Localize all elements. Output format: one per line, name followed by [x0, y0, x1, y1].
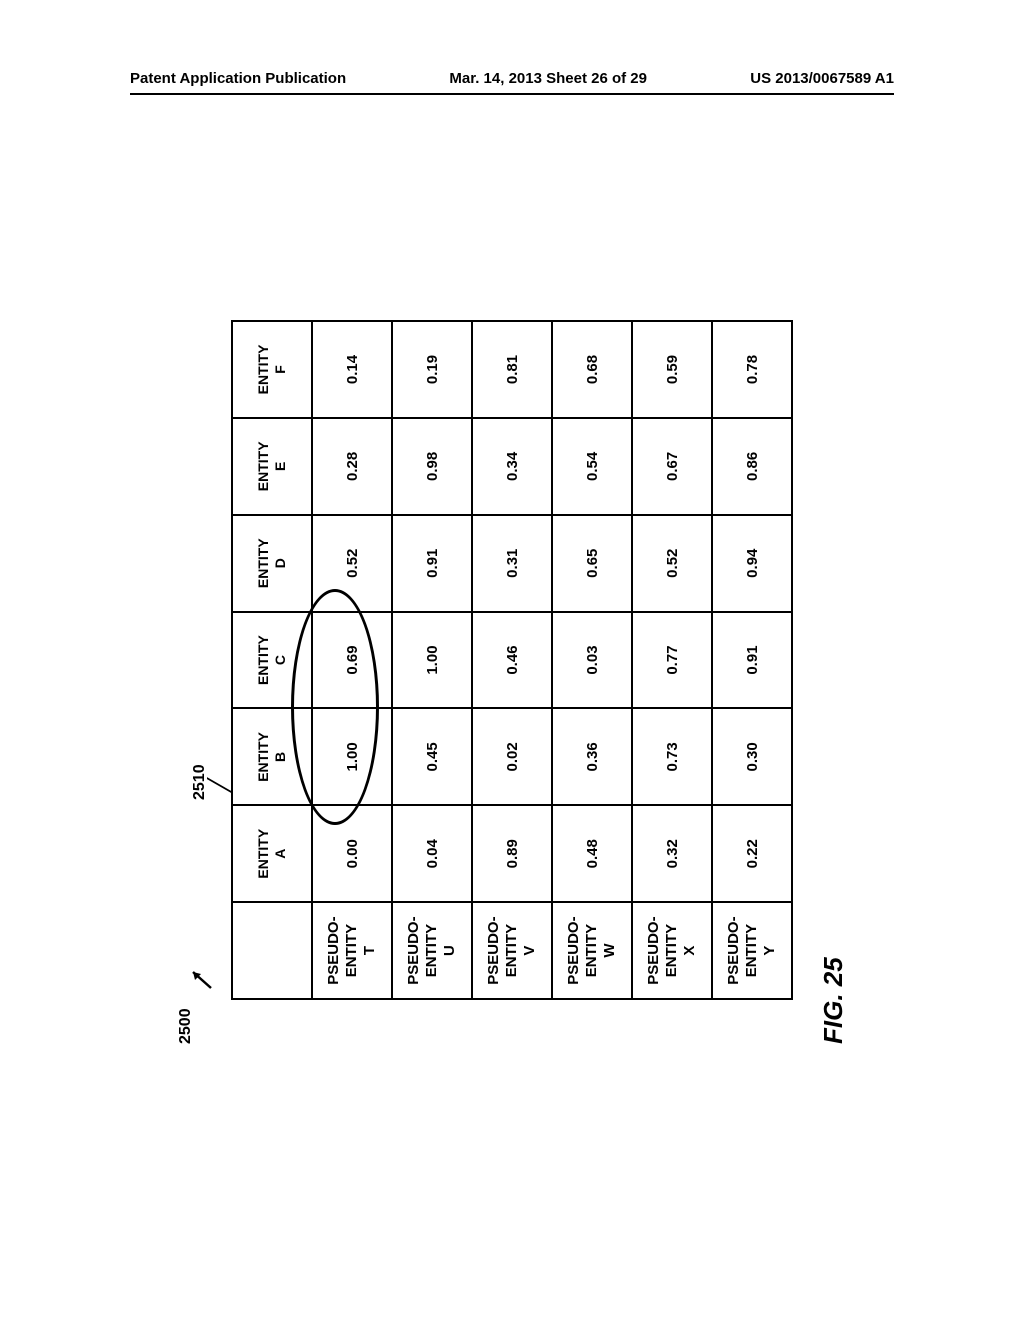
header-right: US 2013/0067589 A1 — [750, 70, 894, 87]
data-cell: 0.73 — [632, 708, 712, 805]
table-body: PSEUDO-ENTITYT0.001.000.690.520.280.14PS… — [312, 321, 792, 999]
data-cell: 1.00 — [312, 708, 392, 805]
data-cell: 0.03 — [552, 612, 632, 709]
data-cell: 0.94 — [712, 515, 792, 612]
table-header-row: ENTITYA ENTITYB ENTITYC ENTITYD ENTITYE … — [232, 321, 312, 999]
table-row: PSEUDO-ENTITYX0.320.730.770.520.670.59 — [632, 321, 712, 999]
col-header: ENTITYF — [232, 321, 312, 418]
data-cell: 0.52 — [312, 515, 392, 612]
data-cell: 0.36 — [552, 708, 632, 805]
data-cell: 0.45 — [392, 708, 472, 805]
data-cell: 0.52 — [632, 515, 712, 612]
data-cell: 0.54 — [552, 418, 632, 515]
figure-wrap: 2500 2510 ENTITYA ENTITYB ENTITYC ENTITY… — [231, 320, 793, 1000]
table-row: PSEUDO-ENTITYT0.001.000.690.520.280.14 — [312, 321, 392, 999]
col-header: ENTITYB — [232, 708, 312, 805]
col-header: ENTITYA — [232, 805, 312, 902]
data-cell: 0.30 — [712, 708, 792, 805]
header-left: Patent Application Publication — [130, 70, 346, 87]
data-cell: 0.65 — [552, 515, 632, 612]
data-cell: 0.00 — [312, 805, 392, 902]
data-cell: 0.69 — [312, 612, 392, 709]
data-cell: 0.68 — [552, 321, 632, 418]
col-header: ENTITYE — [232, 418, 312, 515]
data-cell: 0.34 — [472, 418, 552, 515]
data-cell: 0.78 — [712, 321, 792, 418]
data-cell: 0.14 — [312, 321, 392, 418]
row-header: PSEUDO-ENTITYY — [712, 902, 792, 999]
row-header: PSEUDO-ENTITYT — [312, 902, 392, 999]
table-row: PSEUDO-ENTITYY0.220.300.910.940.860.78 — [712, 321, 792, 999]
data-cell: 0.04 — [392, 805, 472, 902]
arrow-icon — [187, 964, 215, 992]
data-cell: 1.00 — [392, 612, 472, 709]
figure-caption: FIG. 25 — [818, 957, 849, 1044]
data-cell: 0.22 — [712, 805, 792, 902]
data-cell: 0.28 — [312, 418, 392, 515]
ref-label-2500: 2500 — [177, 1008, 195, 1044]
row-header: PSEUDO-ENTITYV — [472, 902, 552, 999]
row-header: PSEUDO-ENTITYX — [632, 902, 712, 999]
data-cell: 0.89 — [472, 805, 552, 902]
data-cell: 0.19 — [392, 321, 472, 418]
page-header: Patent Application Publication Mar. 14, … — [130, 70, 894, 95]
header-center: Mar. 14, 2013 Sheet 26 of 29 — [449, 70, 647, 87]
figure-area: 2500 2510 ENTITYA ENTITYB ENTITYC ENTITY… — [231, 320, 793, 1000]
col-header: ENTITYC — [232, 612, 312, 709]
data-cell: 0.77 — [632, 612, 712, 709]
data-cell: 0.32 — [632, 805, 712, 902]
data-cell: 0.31 — [472, 515, 552, 612]
data-cell: 0.98 — [392, 418, 472, 515]
table-row: PSEUDO-ENTITYV0.890.020.460.310.340.81 — [472, 321, 552, 999]
data-cell: 0.81 — [472, 321, 552, 418]
row-header: PSEUDO-ENTITYU — [392, 902, 472, 999]
data-cell: 0.48 — [552, 805, 632, 902]
data-cell: 0.46 — [472, 612, 552, 709]
data-cell: 0.67 — [632, 418, 712, 515]
data-cell: 0.91 — [712, 612, 792, 709]
data-cell: 0.86 — [712, 418, 792, 515]
data-cell: 0.91 — [392, 515, 472, 612]
table-row: PSEUDO-ENTITYW0.480.360.030.650.540.68 — [552, 321, 632, 999]
data-cell: 0.59 — [632, 321, 712, 418]
table-row: PSEUDO-ENTITYU0.040.451.000.910.980.19 — [392, 321, 472, 999]
data-cell: 0.02 — [472, 708, 552, 805]
corner-cell — [232, 902, 312, 999]
callout-line — [207, 747, 231, 793]
row-header: PSEUDO-ENTITYW — [552, 902, 632, 999]
col-header: ENTITYD — [232, 515, 312, 612]
entity-table: ENTITYA ENTITYB ENTITYC ENTITYD ENTITYE … — [231, 320, 793, 1000]
